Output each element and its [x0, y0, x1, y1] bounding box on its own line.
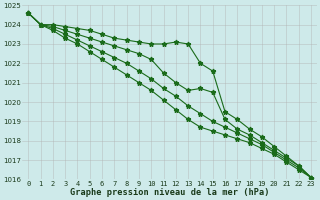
X-axis label: Graphe pression niveau de la mer (hPa): Graphe pression niveau de la mer (hPa): [70, 188, 269, 197]
